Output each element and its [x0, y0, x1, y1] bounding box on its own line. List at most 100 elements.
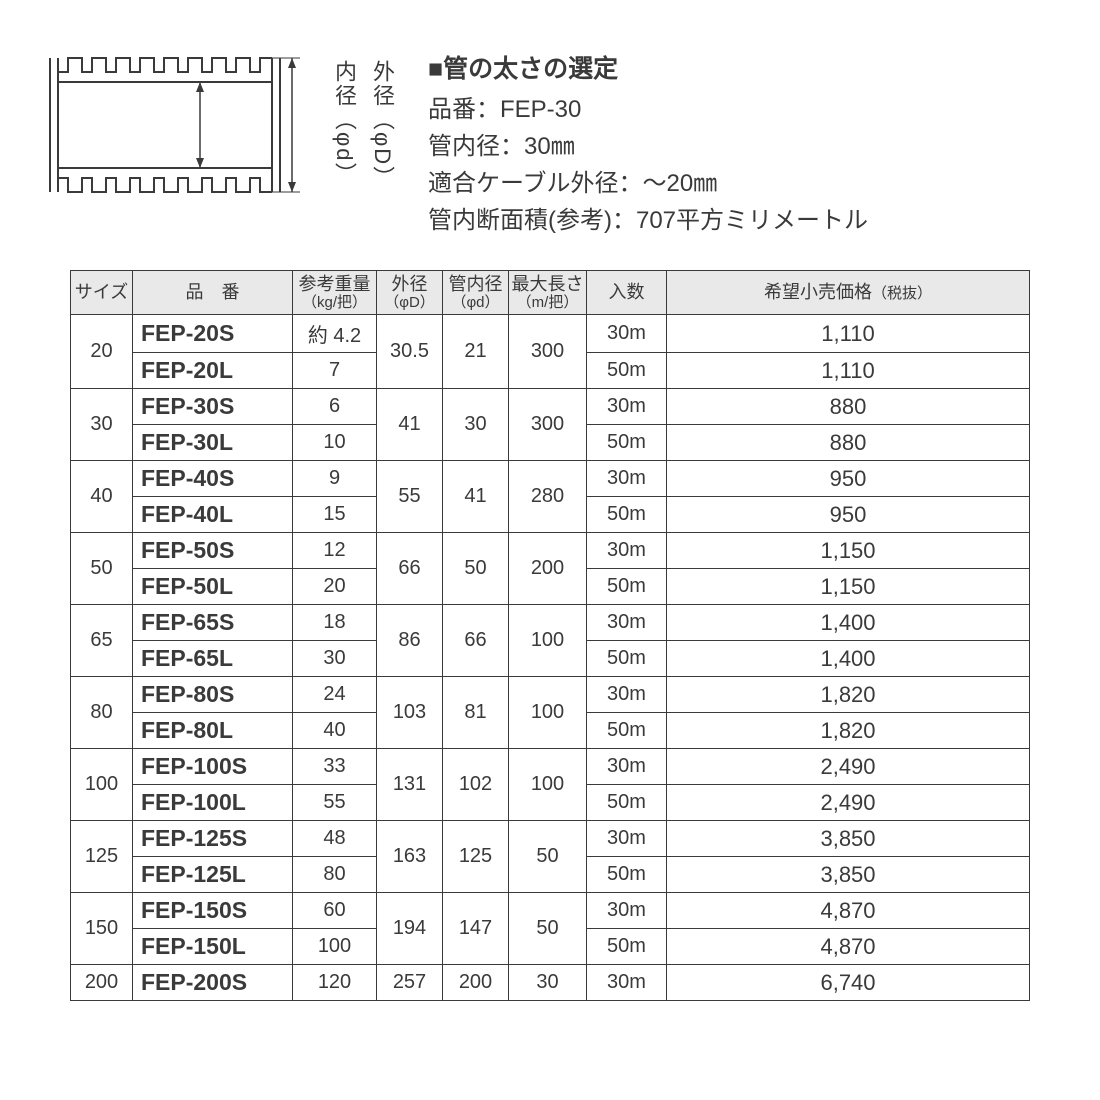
cell-part: FEP-100L: [133, 785, 293, 821]
col-weight: 参考重量（kg/把）: [293, 270, 377, 315]
col-od: 外径（φD）: [377, 270, 443, 315]
cell-price: 6,740: [667, 965, 1030, 1001]
cell-size: 50: [71, 533, 133, 605]
cell-part: FEP-50S: [133, 533, 293, 569]
outer-diameter-label: 外径（φD）: [366, 60, 398, 190]
table-row: 80FEP-80S241038110030m1,820: [71, 677, 1030, 713]
cell-od: 41: [377, 389, 443, 461]
cell-part: FEP-30L: [133, 425, 293, 461]
cell-price: 3,850: [667, 821, 1030, 857]
cell-size: 125: [71, 821, 133, 893]
cell-qty: 50m: [587, 497, 667, 533]
cell-od: 131: [377, 749, 443, 821]
cell-qty: 50m: [587, 857, 667, 893]
cell-part: FEP-40L: [133, 497, 293, 533]
table-row: 100FEP-100S3313110210030m2,490: [71, 749, 1030, 785]
cell-part: FEP-30S: [133, 389, 293, 425]
col-qty: 入数: [587, 270, 667, 315]
cell-price: 1,110: [667, 315, 1030, 353]
cell-size: 65: [71, 605, 133, 677]
cell-weight: 9: [293, 461, 377, 497]
cell-part: FEP-100S: [133, 749, 293, 785]
cell-price: 1,110: [667, 353, 1030, 389]
table-row: 30FEP-30S6413030030m880: [71, 389, 1030, 425]
cell-qty: 30m: [587, 315, 667, 353]
cell-price: 2,490: [667, 785, 1030, 821]
spec-block: ■管の太さの選定 品番：FEP-30 管内径：30㎜ 適合ケーブル外径：～20㎜…: [428, 40, 1070, 240]
cell-weight: 18: [293, 605, 377, 641]
col-price: 希望小売価格（税抜）: [667, 270, 1030, 315]
cell-weight: 24: [293, 677, 377, 713]
cell-price: 1,150: [667, 533, 1030, 569]
cell-weight: 80: [293, 857, 377, 893]
cell-price: 880: [667, 389, 1030, 425]
cell-od: 86: [377, 605, 443, 677]
cell-weight: 15: [293, 497, 377, 533]
cell-id: 41: [443, 461, 509, 533]
cell-part: FEP-80L: [133, 713, 293, 749]
cell-weight: 10: [293, 425, 377, 461]
cell-qty: 30m: [587, 821, 667, 857]
cell-qty: 30m: [587, 461, 667, 497]
table-row: 65FEP-65S18866610030m1,400: [71, 605, 1030, 641]
cell-price: 2,490: [667, 749, 1030, 785]
spec-line: 適合ケーブル外径：～20㎜: [428, 165, 1070, 202]
table-header: サイズ 品 番 参考重量（kg/把） 外径（φD） 管内径（φd） 最大長さ（m…: [71, 270, 1030, 315]
cell-od: 55: [377, 461, 443, 533]
spec-line: 管内断面積(参考)：707平方ミリメートル: [428, 202, 1070, 239]
cell-size: 80: [71, 677, 133, 749]
cell-part: FEP-50L: [133, 569, 293, 605]
cell-qty: 50m: [587, 785, 667, 821]
spec-line: 管内径：30㎜: [428, 128, 1070, 165]
cell-price: 880: [667, 425, 1030, 461]
cell-size: 100: [71, 749, 133, 821]
cell-maxlen: 30: [509, 965, 587, 1001]
cell-maxlen: 50: [509, 893, 587, 965]
cell-part: FEP-65S: [133, 605, 293, 641]
cell-weight: 120: [293, 965, 377, 1001]
cell-maxlen: 300: [509, 315, 587, 389]
cell-qty: 30m: [587, 749, 667, 785]
cell-weight: 48: [293, 821, 377, 857]
cell-id: 125: [443, 821, 509, 893]
cell-part: FEP-125S: [133, 821, 293, 857]
cell-od: 30.5: [377, 315, 443, 389]
cell-qty: 50m: [587, 569, 667, 605]
cell-od: 163: [377, 821, 443, 893]
table-row: 50FEP-50S12665020030m1,150: [71, 533, 1030, 569]
cell-od: 257: [377, 965, 443, 1001]
diagram-wrap: 内径（φd） 外径（φD）: [30, 40, 398, 210]
cell-qty: 30m: [587, 389, 667, 425]
cell-price: 4,870: [667, 893, 1030, 929]
cell-price: 4,870: [667, 929, 1030, 965]
cell-maxlen: 50: [509, 821, 587, 893]
cell-weight: 6: [293, 389, 377, 425]
cell-qty: 50m: [587, 641, 667, 677]
cell-id: 66: [443, 605, 509, 677]
cell-qty: 50m: [587, 929, 667, 965]
table-row: 150FEP-150S601941475030m4,870: [71, 893, 1030, 929]
cell-price: 1,400: [667, 641, 1030, 677]
cell-qty: 30m: [587, 893, 667, 929]
inner-diameter-label: 内径（φd）: [328, 60, 360, 190]
cell-od: 103: [377, 677, 443, 749]
spec-title: ■管の太さの選定: [428, 50, 1070, 89]
diagram-axis-labels: 内径（φd） 外径（φD）: [328, 60, 398, 190]
cell-part: FEP-150L: [133, 929, 293, 965]
cell-price: 1,820: [667, 713, 1030, 749]
cell-weight: 12: [293, 533, 377, 569]
cell-weight: 100: [293, 929, 377, 965]
cell-part: FEP-200S: [133, 965, 293, 1001]
cell-od: 66: [377, 533, 443, 605]
cell-price: 3,850: [667, 857, 1030, 893]
table-row: 20FEP-20S約 4.230.52130030m1,110: [71, 315, 1030, 353]
cell-weight: 55: [293, 785, 377, 821]
cell-qty: 30m: [587, 605, 667, 641]
cell-size: 200: [71, 965, 133, 1001]
cell-weight: 20: [293, 569, 377, 605]
spec-line: 品番：FEP-30: [428, 91, 1070, 128]
cell-price: 1,150: [667, 569, 1030, 605]
cell-part: FEP-150S: [133, 893, 293, 929]
col-part: 品 番: [133, 270, 293, 315]
col-size: サイズ: [71, 270, 133, 315]
